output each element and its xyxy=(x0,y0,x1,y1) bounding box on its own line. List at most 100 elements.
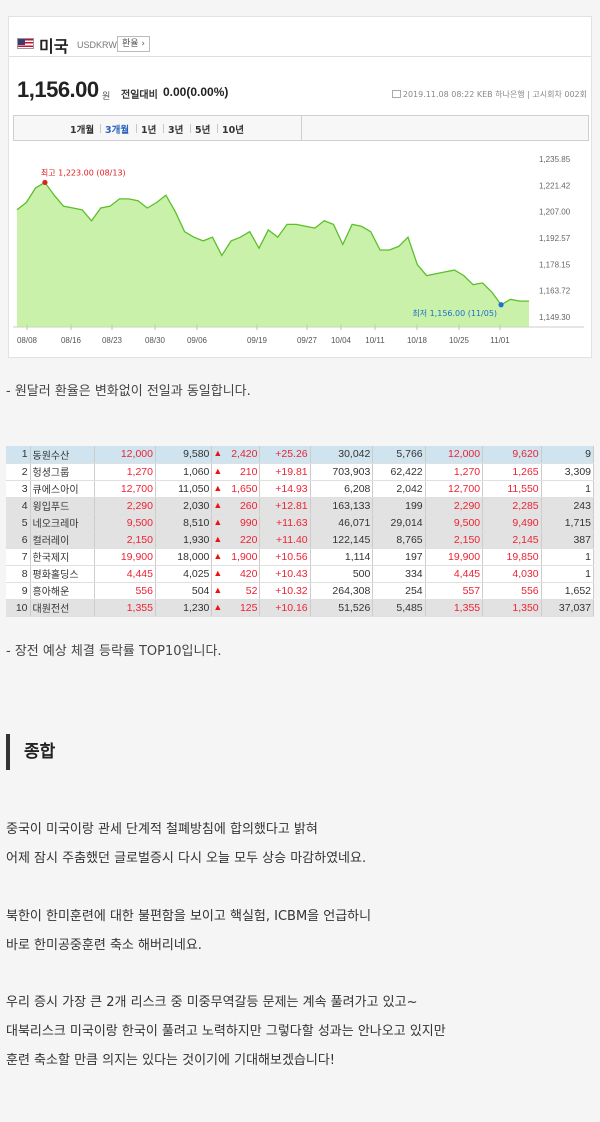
table-cell-c6: 254 xyxy=(372,582,426,600)
table-cell-c9: 1 xyxy=(541,565,595,583)
table-cell-rank: 6 xyxy=(6,531,31,549)
x-tick-label: 10/11 xyxy=(365,336,385,345)
table-cell-name: 헝셩그룹 xyxy=(30,463,96,481)
table-cell-c2: 1,930 xyxy=(155,531,213,549)
tab-period[interactable]: 1년 xyxy=(141,125,157,136)
table-row[interactable]: 8 평화홀딩스 4,445 4,025 ▲ 420 +10.43 500 334 4,445 4,0… xyxy=(6,565,595,583)
table-cell-c9: 3,309 xyxy=(541,463,595,481)
up-arrow-icon: ▲ xyxy=(213,465,223,476)
table-row[interactable]: 2 헝셩그룹 1,270 1,060 ▲ 210 +19.81 703,903 62,422 1,… xyxy=(6,463,595,481)
table-cell-c7: 2,290 xyxy=(425,497,484,515)
table-cell-c5: 122,145 xyxy=(310,531,374,549)
y-tick-label: 1,163.72 xyxy=(539,287,571,296)
table-cell-chg: ▲ 210 xyxy=(211,463,261,481)
table-row[interactable]: 5 네오크레마 9,500 8,510 ▲ 990 +11.63 46,071 29,014 9,… xyxy=(6,514,595,532)
table-cell-name: 네오크레마 xyxy=(30,514,96,532)
y-tick-label: 1,192.57 xyxy=(539,234,571,243)
table-cell-c7: 2,150 xyxy=(425,531,484,549)
up-arrow-icon: ▲ xyxy=(213,533,223,544)
table-cell-c5: 30,042 xyxy=(310,446,374,464)
table-cell-c5: 46,071 xyxy=(310,514,374,532)
table-cell-c1: 2,290 xyxy=(94,497,156,515)
table-cell-c7: 4,445 xyxy=(425,565,484,583)
table-cell-c6: 8,765 xyxy=(372,531,426,549)
y-tick-label: 1,178.15 xyxy=(539,260,571,269)
table-cell-c6: 334 xyxy=(372,565,426,583)
table-cell-c8: 1,350 xyxy=(482,599,542,617)
table-cell-c7: 557 xyxy=(425,582,484,600)
table-cell-chg: ▲ 990 xyxy=(211,514,261,532)
section-heading: 종합 xyxy=(6,734,55,770)
tab-period[interactable]: 5년 xyxy=(195,125,211,136)
table-cell-chg: ▲ 52 xyxy=(211,582,261,600)
table-cell-c8: 2,285 xyxy=(482,497,542,515)
tab-divider xyxy=(163,124,164,133)
table-cell-chg: ▲ 220 xyxy=(211,531,261,549)
top10-table: 1 동원수산 12,000 9,580 ▲ 2,420 +25.26 30,042 5,766 1… xyxy=(6,446,595,617)
table-cell-c6: 5,766 xyxy=(372,446,426,464)
table-cell-c1: 19,900 xyxy=(94,548,156,566)
y-tick-label: 1,207.00 xyxy=(539,208,571,217)
x-tick-label: 09/06 xyxy=(187,336,208,345)
tab-period[interactable]: 10년 xyxy=(222,125,244,136)
tab-period[interactable]: 3개월 xyxy=(105,125,130,136)
y-tick-label: 1,235.85 xyxy=(539,155,571,164)
x-tick-label: 08/23 xyxy=(102,336,123,345)
table-cell-c8: 2,145 xyxy=(482,531,542,549)
table-row[interactable]: 10 대원전선 1,355 1,230 ▲ 125 +10.16 51,526 5,485 1,3… xyxy=(6,599,595,617)
table-cell-name: 한국제지 xyxy=(30,548,96,566)
table-cell-c5: 703,903 xyxy=(310,463,374,481)
table-row[interactable]: 6 컬러레이 2,150 1,930 ▲ 220 +11.40 122,145 8,765 2,1… xyxy=(6,531,595,549)
table-cell-c2: 1,230 xyxy=(155,599,213,617)
x-tick-label: 10/25 xyxy=(449,336,470,345)
table-cell-c7: 1,355 xyxy=(425,599,484,617)
table-cell-c6: 197 xyxy=(372,548,426,566)
table-row[interactable]: 9 흥아해운 556 504 ▲ 52 +10.32 264,308 254 557 556 1,65… xyxy=(6,582,595,600)
table-cell-pct: +25.26 xyxy=(259,446,311,464)
exchange-rate-button[interactable]: 환율 › xyxy=(117,36,151,52)
table-cell-rank: 10 xyxy=(6,599,31,617)
table-cell-c8: 11,550 xyxy=(482,480,542,498)
paragraph-line: 바로 한미공중훈련 축소 해버리네요. xyxy=(6,938,202,953)
table-row[interactable]: 3 큐에스아이 12,700 11,050 ▲ 1,650 +14.93 6,208 2,042… xyxy=(6,480,595,498)
price-row: 1,156.00 원 전일대비 0.00(0.00%) 2019.11.08 0… xyxy=(9,75,591,105)
high-point-marker xyxy=(42,179,48,186)
table-cell-chg: ▲ 125 xyxy=(211,599,261,617)
series-area xyxy=(17,182,529,327)
tab-divider xyxy=(217,124,218,133)
table-cell-c1: 1,355 xyxy=(94,599,156,617)
us-flag-icon xyxy=(17,38,34,49)
table-cell-c1: 12,700 xyxy=(94,480,156,498)
table-cell-c1: 9,500 xyxy=(94,514,156,532)
quote-meta: 2019.11.08 08:22 KEB 하나은행 | 고시회차 002회 xyxy=(391,89,587,100)
exchange-rate-widget: 미국 USDKRW 환율 › 1,156.00 원 전일대비 0.00(0.00… xyxy=(8,16,592,358)
table-cell-pct: +10.32 xyxy=(259,582,311,600)
table-cell-c7: 9,500 xyxy=(425,514,484,532)
table-cell-c9: 9 xyxy=(541,446,595,464)
tab-period[interactable]: 3년 xyxy=(168,125,184,136)
high-point-label: 최고 1,223.00 (08/13) xyxy=(41,167,126,177)
table-cell-c1: 556 xyxy=(94,582,156,600)
paragraph-3: 우리 증시 가장 큰 2개 리스크 중 미중무역갈등 문제는 계속 풀려가고 있… xyxy=(6,988,446,1075)
table-row[interactable]: 1 동원수산 12,000 9,580 ▲ 2,420 +25.26 30,042 5,766 1… xyxy=(6,446,595,464)
tab-period[interactable]: 1개월 xyxy=(70,125,95,136)
tab-divider xyxy=(100,124,101,133)
x-tick-label: 08/30 xyxy=(145,336,166,345)
table-cell-pct: +19.81 xyxy=(259,463,311,481)
table-cell-c9: 387 xyxy=(541,531,595,549)
table-cell-c7: 19,900 xyxy=(425,548,484,566)
table-cell-name: 윙입푸드 xyxy=(30,497,96,515)
y-tick-label: 1,221.42 xyxy=(539,181,571,190)
table-cell-c9: 1,652 xyxy=(541,582,595,600)
table-row[interactable]: 4 윙입푸드 2,290 2,030 ▲ 260 +12.81 163,133 199 2,290… xyxy=(6,497,595,515)
table-row[interactable]: 7 한국제지 19,900 18,000 ▲ 1,900 +10.56 1,114 197 19,… xyxy=(6,548,595,566)
table-cell-c1: 2,150 xyxy=(94,531,156,549)
currency-title: 미국 xyxy=(39,37,69,56)
table-cell-c8: 4,030 xyxy=(482,565,542,583)
table-cell-pct: +14.93 xyxy=(259,480,311,498)
current-price: 1,156.00 xyxy=(17,77,99,102)
table-cell-chg: ▲ 2,420 xyxy=(211,446,261,464)
table-cell-c2: 9,580 xyxy=(155,446,213,464)
table-cell-c9: 243 xyxy=(541,497,595,515)
table-cell-pct: +11.63 xyxy=(259,514,311,532)
